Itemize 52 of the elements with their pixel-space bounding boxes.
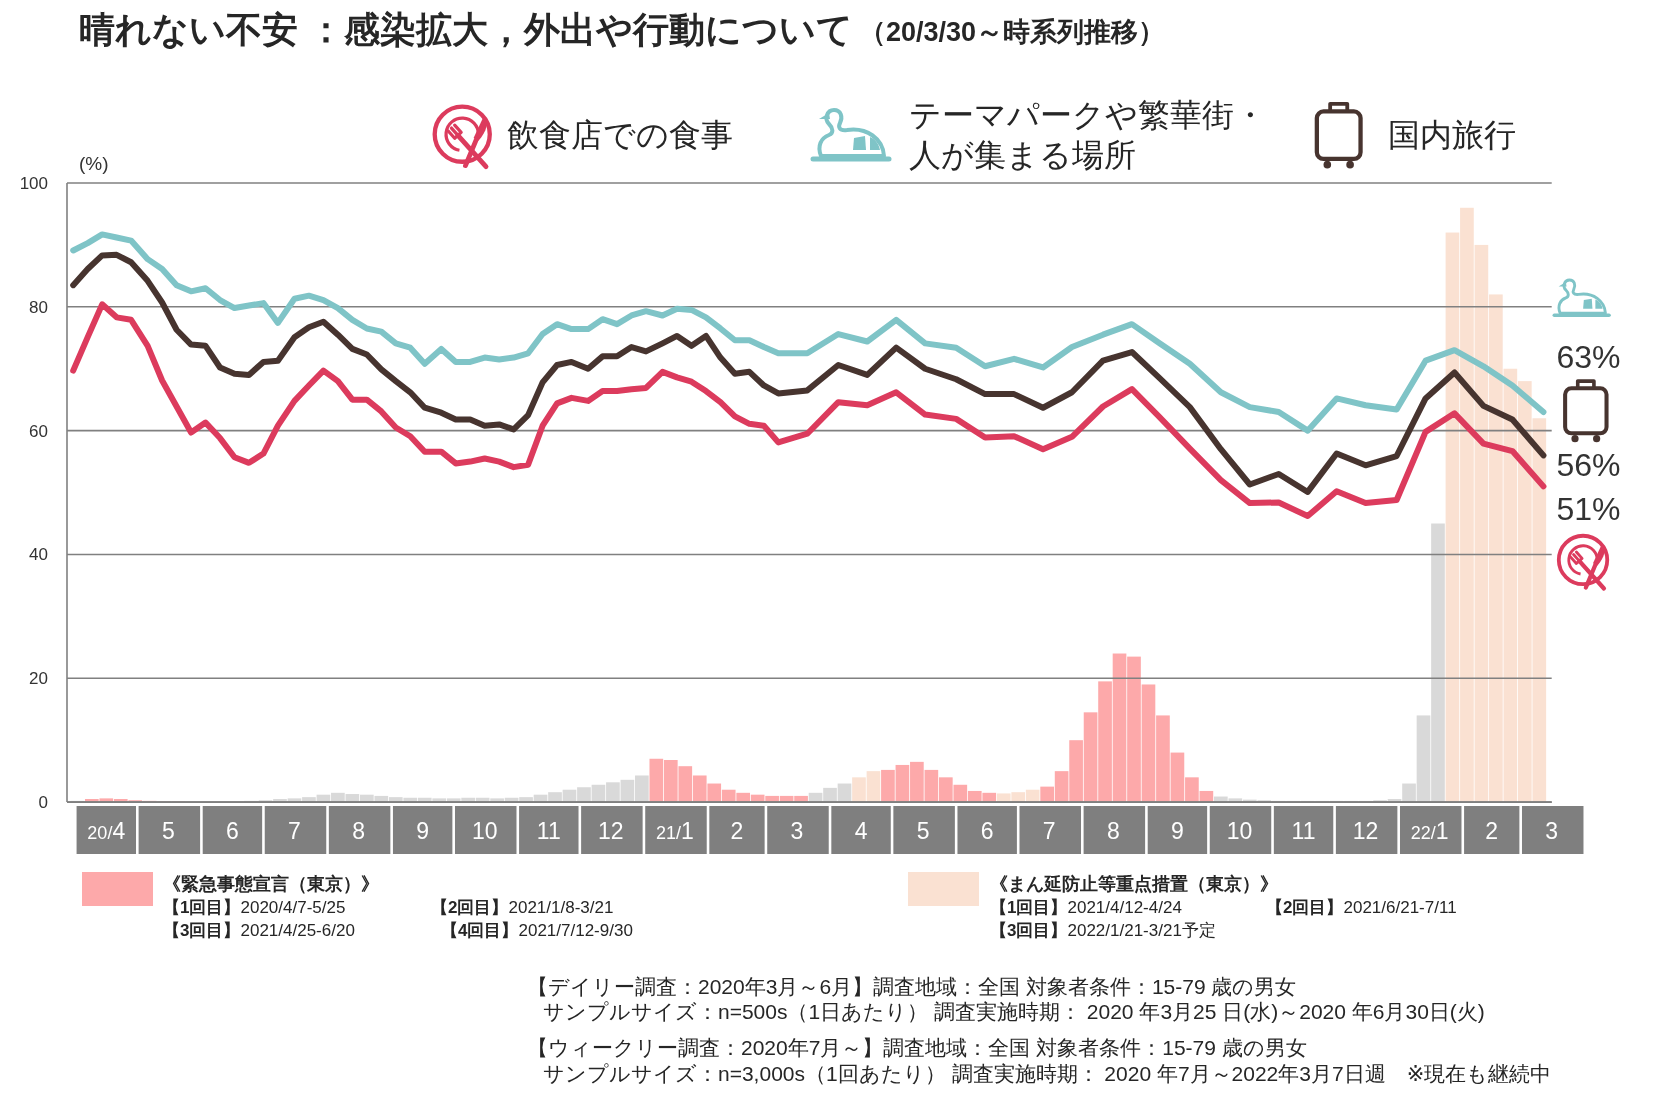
x-tick-label: 21/1 [656,818,694,844]
x-tick-label: 10 [471,818,498,844]
y-tick-label: 0 [38,793,48,813]
y-tick-label: 80 [29,297,48,317]
text: 【2回目】2021/1/8-3/21 [431,898,614,917]
y-tick-label: 100 [19,174,48,193]
y-tick-label: 40 [29,545,48,565]
text: サンプルサイズ：n=3,000s（1回あたり） 調査実施時期： 2020 年7月～2022年3月7日週 ※現在も継続中 [543,1062,1552,1085]
text: 《まん延防止等重点措置（東京）》 [990,874,1278,894]
legend-label: 国内旅行 [1388,116,1516,153]
text: 【2回目】2021/6/21-7/11 [1266,898,1457,917]
y-tick-label: 60 [29,421,48,441]
x-tick-label: 9 [1171,818,1184,844]
text: 【1回目】2021/4/12-4/24 [990,898,1182,917]
chart-subtitle: （20/3/30～時系列推移） [859,17,1166,47]
x-tick-label: 7 [288,818,301,844]
x-tick-label: 6 [226,818,239,844]
text: 【3回目】2021/4/25-6/20 [163,921,355,940]
x-tick-label: 11 [1291,818,1316,844]
data-label: 51% [1556,490,1621,527]
text: 【3回目】2022/1/21-3/21予定 [990,921,1216,940]
data-label: 56% [1556,446,1621,483]
legend-label: 飲食店での食事 [507,116,733,153]
text: 【4回目】2021/7/12-9/30 [441,921,633,940]
x-tick-label: 9 [416,818,430,844]
data-label: 63% [1556,338,1621,375]
chart-title: 晴れない不安 ：感染拡大，外出や行動について [79,9,854,50]
text: 【ウィークリー調査：2020年7月～】調査地域：全国 対象者条件：15-79 歳の男女 [527,1036,1307,1059]
x-tick-label: 2 [1485,818,1499,844]
x-tick-label: 2 [730,818,744,844]
y-tick-label: 20 [29,669,48,689]
x-tick-label: 8 [352,818,365,844]
x-tick-label: 12 [1352,818,1379,844]
x-tick-label: 11 [536,818,561,844]
x-tick-label: 3 [1545,818,1559,844]
x-tick-label: 7 [1042,818,1056,844]
x-tick-label: 5 [916,818,930,844]
x-tick-label: 10 [1226,818,1253,844]
x-tick-label: 20/4 [87,818,126,844]
y-axis-title: (%) [79,153,109,174]
x-tick-label: 8 [1106,818,1120,844]
text: 【1回目】2020/4/7-5/25 [163,898,346,917]
legend-label: テーマパークや繁華街・人が集まる場所 [909,96,1266,173]
text: サンプルサイズ：n=500s（1日あたり） 調査実施時期： 2020 年3月25 日(水)～2020 年6月30日(火) [543,1000,1485,1023]
text: 【デイリー調査：2020年3月～6月】調査地域：全国 対象者条件：15-79 歳の男女 [527,975,1297,998]
x-tick-label: 22/1 [1410,818,1449,844]
x-tick-label: 4 [854,818,868,844]
x-tick-label: 3 [790,818,804,844]
x-tick-label: 6 [980,818,994,844]
x-tick-label: 5 [161,818,175,844]
text: 《緊急事態宣言（東京）》 [163,874,379,894]
x-tick-label: 12 [598,818,624,844]
